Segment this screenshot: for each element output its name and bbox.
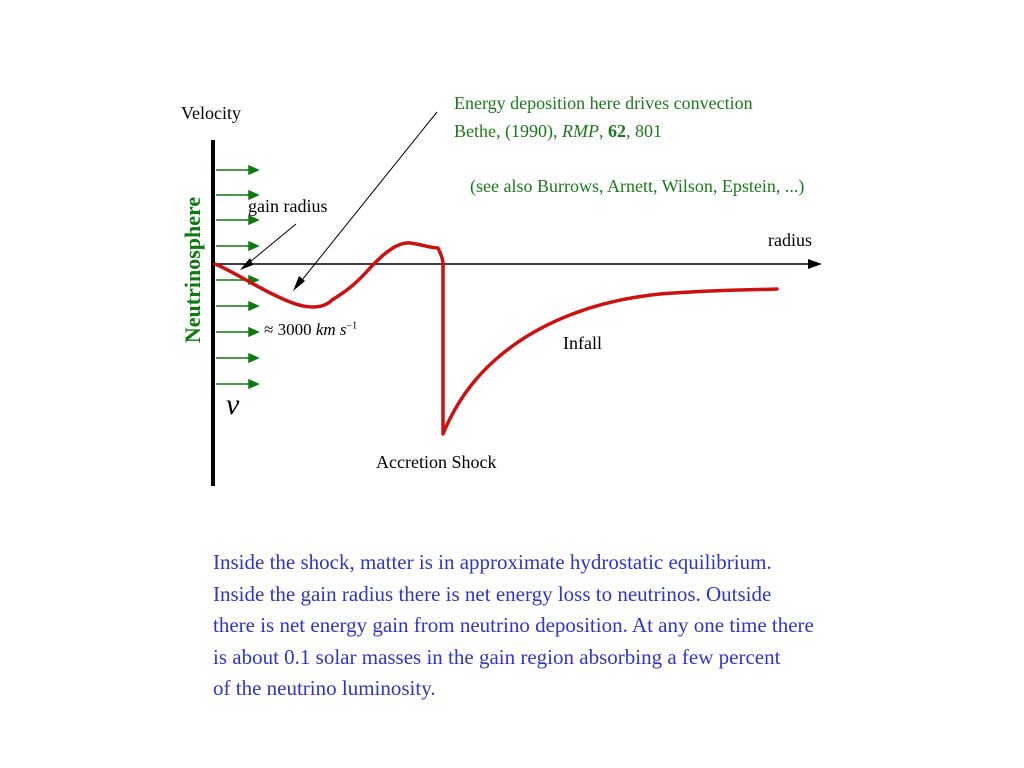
flux-arrowhead	[248, 214, 260, 226]
explanation-line: Inside the gain radius there is net ener…	[213, 581, 772, 606]
flux-arrowhead	[248, 164, 260, 176]
citation-journal: RMP	[561, 121, 599, 141]
citation-prefix: Bethe, (1990),	[454, 121, 562, 141]
neutrino-speed-annotation: ≈ 3000 km s−1	[264, 320, 357, 340]
gain-radius-pointer-head	[240, 258, 253, 270]
energy-deposition-line1: Energy deposition here drives convection	[454, 93, 753, 113]
neutrino-symbol: ν	[226, 388, 240, 421]
flux-arrowhead	[248, 352, 260, 364]
flux-arrowhead	[248, 300, 260, 312]
citation-volume: 62	[607, 121, 626, 141]
speed-exponent: −1	[346, 320, 358, 332]
radius-axis-label: radius	[768, 230, 812, 250]
velocity-axis-label: Velocity	[181, 103, 241, 123]
explanation-line: there is net energy gain from neutrino d…	[213, 613, 814, 637]
neutrino-flux-arrows	[216, 164, 260, 390]
speed-unit: km s	[315, 320, 347, 339]
gain-radius-pointer	[244, 223, 297, 267]
neutrinosphere-label: Neutrinosphere	[180, 196, 205, 344]
explanation-line: of the neutrino luminosity.	[213, 676, 436, 700]
flux-arrowhead	[248, 240, 260, 252]
accretion-shock-label: Accretion Shock	[376, 452, 497, 472]
flux-arrowhead	[248, 326, 260, 338]
flux-arrowhead	[248, 189, 260, 201]
flux-arrowhead	[248, 378, 260, 390]
citation-sep: ,	[598, 121, 608, 141]
gain-radius-label: gain radius	[248, 196, 328, 216]
explanation-line: is about 0.1 solar masses in the gain re…	[213, 644, 781, 669]
energy-deposition-pointer	[297, 111, 438, 286]
approx-symbol: ≈	[264, 320, 274, 339]
radius-axis-arrowhead	[808, 259, 822, 269]
see-also-note: (see also Burrows, Arnett, Wilson, Epste…	[470, 176, 805, 196]
energy-deposition-pointer-head	[293, 276, 305, 291]
energy-deposition-citation: Bethe, (1990), RMP, 62, 801	[454, 121, 662, 142]
infall-label: Infall	[563, 333, 602, 353]
velocity-curve	[213, 241, 779, 436]
explanation-line: Inside the shock, matter is in approxima…	[213, 550, 772, 574]
speed-value: 3000	[277, 320, 312, 339]
explanation-text: Inside the shock, matter is in approxima…	[213, 547, 973, 705]
citation-pages: , 801	[625, 121, 662, 141]
